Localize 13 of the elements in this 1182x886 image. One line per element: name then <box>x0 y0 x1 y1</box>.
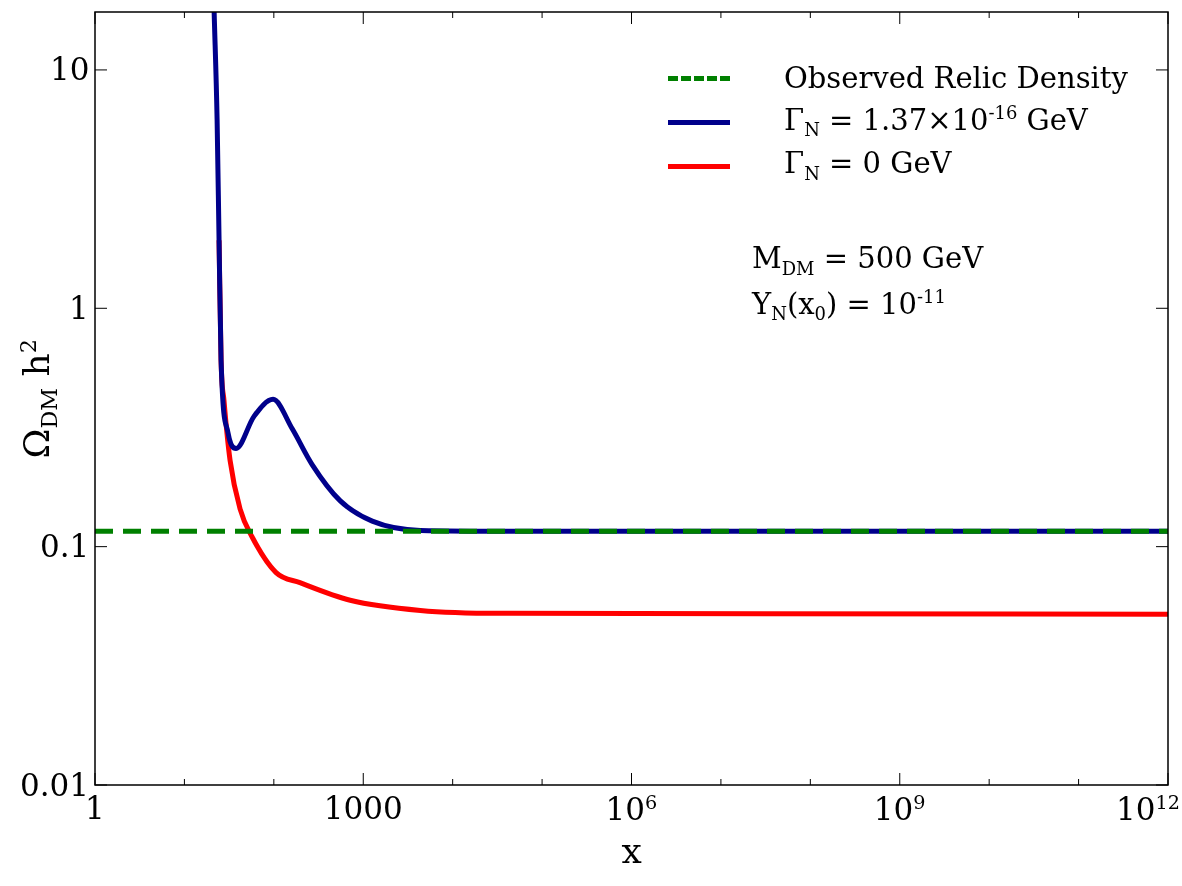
x-axis-title: x <box>621 830 642 871</box>
annotation: M$_{DM}$ = 500 GeV <box>752 241 984 279</box>
x-tick-label: 10$^{12}$ <box>1116 791 1180 828</box>
y-tick-label: 1 <box>69 289 89 326</box>
y-tick-label: 10 <box>50 51 90 88</box>
annotation: Y$_{N}$(x$_{0}$) = 10$^{-11}$ <box>752 286 946 325</box>
legend-label: Γ$_{N}$ = 1.37×10$^{-16}$ GeV <box>784 102 1088 141</box>
x-tick-label: 10$^{9}$ <box>873 791 926 828</box>
x-tick-label: 1000 <box>323 790 403 826</box>
legend-label: Γ$_{N}$ = 0 GeV <box>784 146 952 184</box>
legend-label: Observed Relic Density <box>784 60 1128 95</box>
y-tick-label: 0.1 <box>40 528 90 565</box>
x-tick-label: 10$^{6}$ <box>605 791 658 828</box>
